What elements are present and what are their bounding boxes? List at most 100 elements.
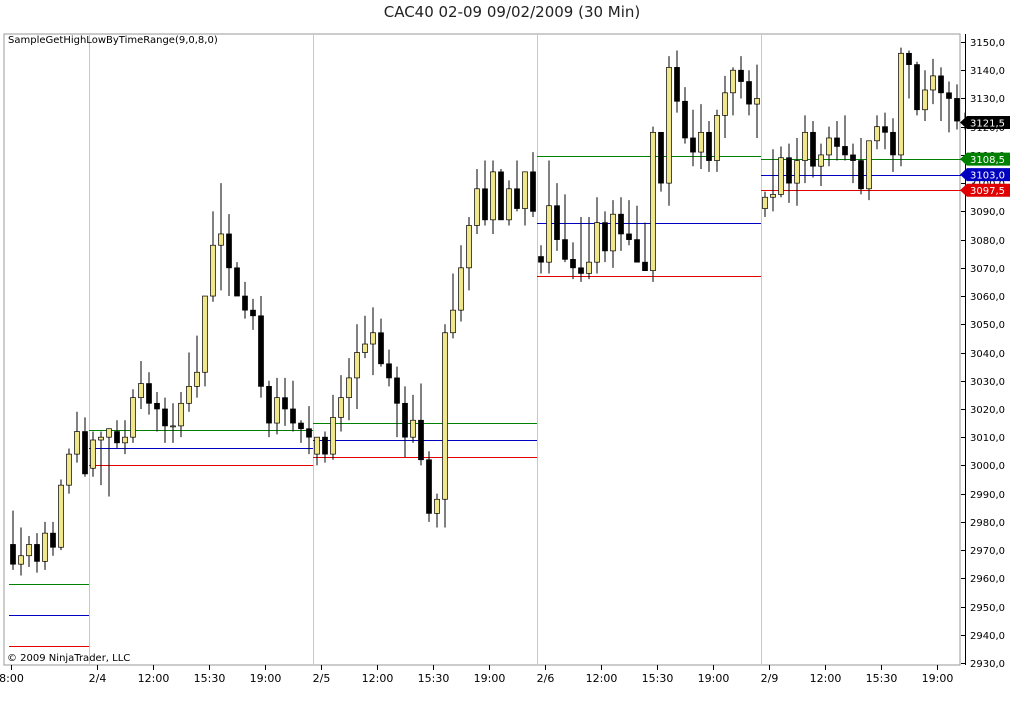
candle (522, 171, 528, 226)
candle (578, 217, 584, 282)
candle (242, 281, 248, 319)
candle-body-down (114, 431, 120, 444)
candle (74, 411, 80, 463)
candle (682, 87, 688, 144)
candle (586, 217, 592, 280)
candle (570, 242, 576, 280)
candle-body-down (746, 81, 752, 105)
price-tick-label: 3080,0 (970, 236, 1005, 247)
candle (922, 70, 928, 122)
candle (226, 214, 232, 297)
candle (498, 169, 504, 221)
candle (258, 296, 264, 398)
candle (850, 143, 856, 184)
candle (898, 47, 904, 167)
price-marker-flag (960, 168, 1010, 182)
candle-body-up (698, 131, 704, 153)
price-tick-label: 3060,0 (970, 292, 1005, 303)
candle-body-up (178, 402, 184, 427)
candle-body-down (602, 222, 608, 252)
candle-body-up (922, 89, 928, 111)
candle (282, 377, 288, 426)
candle-body-down (498, 171, 504, 221)
candle (162, 397, 168, 443)
candle-body-down (82, 431, 88, 475)
candle (650, 126, 656, 282)
time-tick-label: 8:00 (0, 672, 24, 685)
candle-body-down (706, 131, 712, 161)
candle-body-down (682, 100, 688, 139)
price-marker-flag (960, 183, 1010, 197)
candle (866, 140, 872, 201)
candle (482, 160, 488, 226)
candle (266, 380, 272, 438)
candle-body-up (210, 244, 216, 297)
candle (818, 143, 824, 186)
candle (762, 191, 768, 218)
candle-body-up (106, 428, 112, 438)
candle (202, 295, 208, 387)
candle (890, 118, 896, 172)
candle (90, 431, 96, 477)
price-tick-label: 2940,0 (970, 631, 1005, 642)
candle-body-up (18, 555, 24, 565)
price-marker: 3103,0 (960, 168, 1010, 182)
candle-body-up (362, 343, 368, 353)
time-tick-label: 19:00 (922, 672, 954, 685)
candle-body-down (482, 188, 488, 221)
price-tick-label: 2990,0 (970, 490, 1005, 501)
candle-body-down (810, 131, 816, 167)
candle-body-up (666, 67, 672, 184)
candle-body-down (618, 213, 624, 235)
session-separators (89, 34, 762, 665)
candle-body-up (450, 309, 456, 334)
time-tick-label: 2/5 (313, 672, 331, 685)
candle (26, 535, 32, 568)
candle (386, 349, 392, 387)
candle-body-up (122, 436, 128, 444)
candle (346, 358, 352, 421)
candle-body-up (410, 419, 416, 438)
candle-body-down (570, 259, 576, 269)
candle-body-up (194, 371, 200, 387)
price-tick-label: 3030,0 (970, 377, 1005, 388)
candle (834, 121, 840, 161)
candle (618, 197, 624, 251)
candle (322, 431, 328, 463)
candle-body-up (930, 75, 936, 91)
candle-body-up (58, 484, 64, 548)
price-marker-flag (960, 115, 1010, 129)
candle-body-up (330, 417, 336, 455)
candle-body-down (530, 171, 536, 212)
candle-body-up (754, 98, 760, 105)
candle (658, 131, 664, 192)
time-tick-label: 19:00 (474, 672, 506, 685)
candle-body-up (26, 544, 32, 557)
time-tick-label: 2/4 (89, 672, 107, 685)
candle (874, 115, 880, 150)
candle-body-down (282, 397, 288, 410)
candle-body-down (834, 137, 840, 147)
candle-body-down (226, 233, 232, 269)
time-tick-label: 12:00 (362, 672, 394, 685)
price-tick-label: 3000,0 (970, 461, 1005, 472)
candle (730, 67, 736, 116)
time-tick-label: 15:30 (642, 672, 674, 685)
candle-body-down (914, 64, 920, 111)
candle-body-down (266, 386, 272, 424)
candle-body-up (826, 137, 832, 156)
candle (442, 324, 448, 528)
candle (434, 493, 440, 528)
candle (746, 70, 752, 116)
candle-body-up (346, 377, 352, 399)
candle-body-up (506, 188, 512, 221)
time-tick-label: 15:30 (866, 672, 898, 685)
candle-body-up (762, 196, 768, 209)
price-tick-label: 2970,0 (970, 546, 1005, 557)
price-marker-label: 3103,0 (970, 171, 1005, 182)
candle-body-down (514, 188, 520, 209)
candle-body-down (946, 92, 952, 99)
price-tick-label: 2960,0 (970, 574, 1005, 585)
candle-body-up (770, 194, 776, 198)
candle-body-up (866, 140, 872, 190)
